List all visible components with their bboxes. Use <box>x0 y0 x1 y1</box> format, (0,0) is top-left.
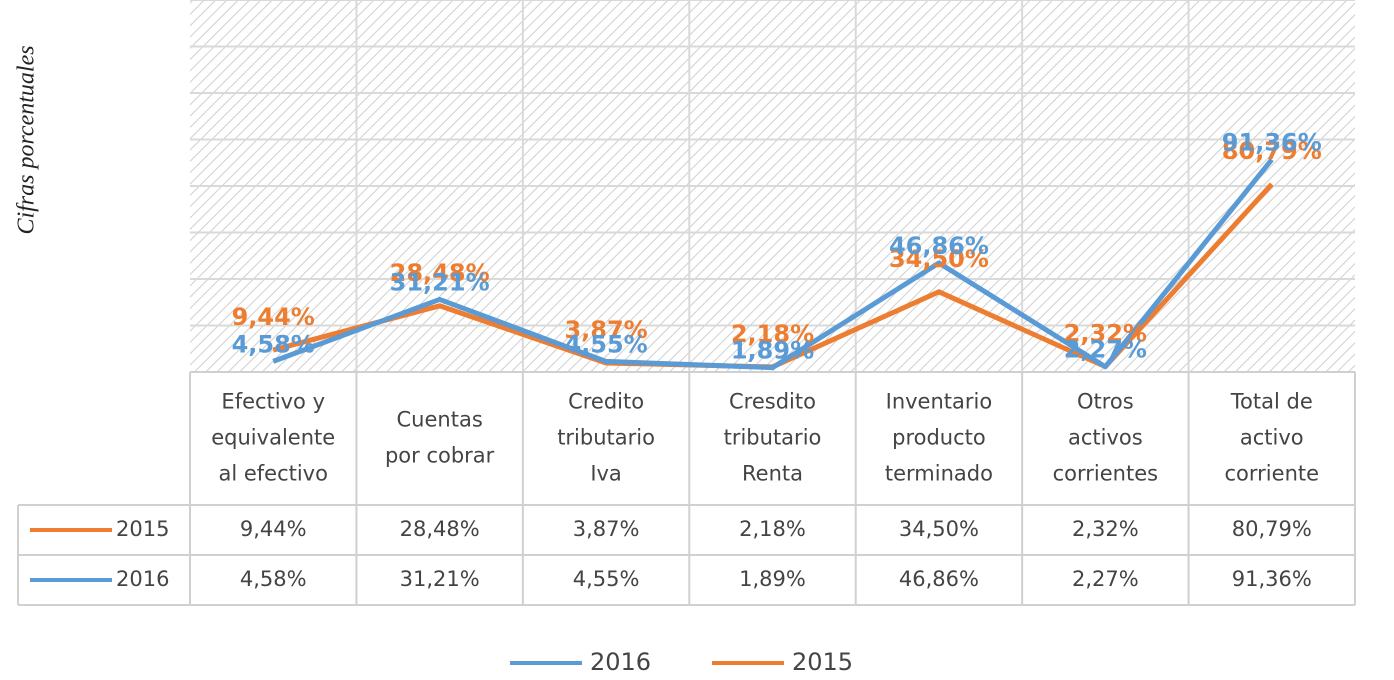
x-tick-label-line: activo <box>1240 426 1304 450</box>
x-tick-label: Inventario producto terminado <box>885 390 993 486</box>
x-tick-label-line: terminado <box>885 462 993 486</box>
x-tick-label-line: Cuentas <box>397 408 483 432</box>
y-axis-label: Cifras porcentuales <box>14 45 40 234</box>
data-label: 80,79% <box>1222 137 1322 165</box>
table-series-name: 2016 <box>116 567 169 591</box>
data-label: 2,18% <box>731 320 814 348</box>
table-cell: 4,55% <box>573 567 640 591</box>
table-cell: 31,21% <box>400 567 480 591</box>
table-cell: 3,87% <box>573 517 640 541</box>
table-cell: 4,58% <box>240 567 307 591</box>
data-label: 9,44% <box>232 303 315 331</box>
table-cell: 2,32% <box>1072 517 1139 541</box>
legend-label: 2015 <box>792 648 853 676</box>
x-tick-label-line: Renta <box>742 462 803 486</box>
x-tick-label-line: tributario <box>724 426 822 450</box>
x-tick-label: Otros activos corrientes <box>1053 390 1158 486</box>
x-tick-label-line: corriente <box>1225 462 1320 486</box>
data-label: 3,87% <box>564 316 647 344</box>
table-cell: 2,27% <box>1072 567 1139 591</box>
x-tick-label: Efectivo y equivalente al efectivo <box>211 390 335 486</box>
data-label: 4,55% <box>564 330 647 358</box>
x-tick-label-line: por cobrar <box>385 444 495 468</box>
data-label: 1,89% <box>731 337 814 365</box>
table-cell: 34,50% <box>899 517 979 541</box>
x-tick-label-line: corrientes <box>1053 462 1158 486</box>
data-label: 91,36% <box>1222 129 1322 157</box>
x-tick-label-line: Efectivo y <box>221 390 325 414</box>
x-tick-label-line: Total de <box>1230 390 1313 414</box>
x-tick-label: Cresdito tributario Renta <box>724 390 822 486</box>
table-cell: 80,79% <box>1232 517 1312 541</box>
table-cell: 2,18% <box>739 517 806 541</box>
x-tick-label-line: Iva <box>590 462 622 486</box>
table-cell: 28,48% <box>400 517 480 541</box>
data-label: 2,32% <box>1064 320 1147 348</box>
x-tick-label-line: Cresdito <box>729 390 816 414</box>
x-tick-label: Total de activo corriente <box>1225 390 1320 486</box>
legend-label: 2016 <box>590 648 651 676</box>
x-tick-label-line: equivalente <box>211 426 335 450</box>
table-cell: 91,36% <box>1232 567 1312 591</box>
table-cell: 1,89% <box>739 567 806 591</box>
x-tick-label-line: al efectivo <box>218 462 328 486</box>
x-tick-label-line: Inventario <box>886 390 993 414</box>
data-label: 34,50% <box>889 245 989 273</box>
x-tick-label-line: Otros <box>1077 390 1134 414</box>
table-series-name: 2015 <box>116 517 169 541</box>
x-tick-label: Cuentas por cobrar <box>385 408 495 468</box>
data-label: 4,58% <box>232 330 315 358</box>
x-tick-label-line: producto <box>892 426 986 450</box>
data-label: 31,21% <box>390 268 490 296</box>
data-label: 28,48% <box>390 259 490 287</box>
x-tick-label: Credito tributario Iva <box>557 390 655 486</box>
x-tick-label-line: activos <box>1068 426 1143 450</box>
table-cell: 46,86% <box>899 567 979 591</box>
x-tick-label-line: Credito <box>568 390 644 414</box>
series-line <box>272 158 1274 371</box>
data-label: 2,27% <box>1064 336 1147 364</box>
data-label: 46,86% <box>889 232 989 260</box>
x-tick-label-line: tributario <box>557 426 655 450</box>
table-cell: 9,44% <box>240 517 307 541</box>
